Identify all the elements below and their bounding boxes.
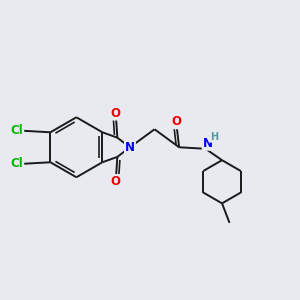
Text: O: O	[111, 175, 121, 188]
Text: O: O	[171, 115, 181, 128]
Text: Cl: Cl	[11, 157, 23, 170]
Text: Cl: Cl	[11, 124, 23, 137]
Text: O: O	[111, 106, 121, 120]
Text: H: H	[210, 132, 218, 142]
Text: N: N	[125, 141, 135, 154]
Text: N: N	[203, 137, 213, 150]
